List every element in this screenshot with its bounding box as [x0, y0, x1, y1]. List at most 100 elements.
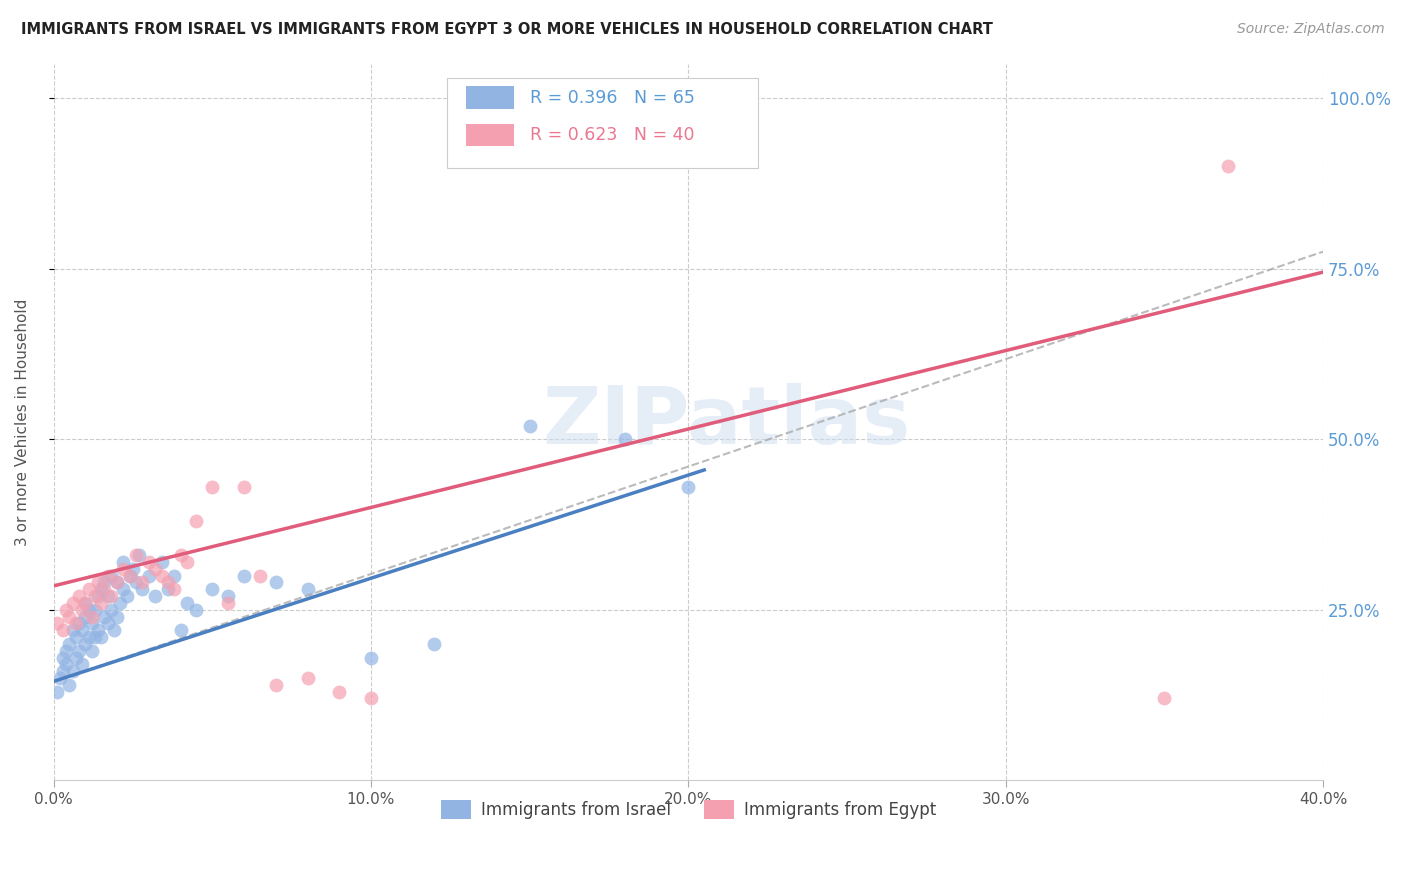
Point [125, 575, 148, 590]
Point [58, 678, 80, 692]
Point [100, 589, 122, 603]
Point [80, 609, 103, 624]
Point [186, 603, 208, 617]
Point [112, 562, 135, 576]
Text: ZIPatlas: ZIPatlas [543, 384, 911, 461]
Point [87, 575, 110, 590]
Point [77, 582, 100, 597]
Point [360, 650, 382, 665]
Point [83, 589, 105, 603]
Point [100, 568, 122, 582]
Point [423, 637, 446, 651]
Point [201, 582, 224, 597]
FancyBboxPatch shape [447, 78, 758, 168]
Text: IMMIGRANTS FROM ISRAEL VS IMMIGRANTS FROM EGYPT 3 OR MORE VEHICLES IN HOUSEHOLD : IMMIGRANTS FROM ISRAEL VS IMMIGRANTS FRO… [21, 22, 993, 37]
Point [519, 418, 541, 433]
Point [49, 671, 72, 685]
Point [70, 624, 93, 638]
Point [297, 582, 319, 597]
Bar [467, 123, 515, 146]
Point [110, 596, 132, 610]
Point [163, 568, 186, 582]
Point [83, 603, 105, 617]
Point [176, 596, 198, 610]
Point [67, 589, 90, 603]
Point [52, 650, 75, 665]
Point [360, 691, 382, 706]
Point [143, 562, 166, 576]
Point [105, 575, 128, 590]
Point [131, 582, 153, 597]
Point [176, 555, 198, 569]
Y-axis label: 3 or more Vehicles in Household: 3 or more Vehicles in Household [15, 299, 30, 546]
Point [150, 568, 173, 582]
Point [233, 568, 256, 582]
Point [90, 630, 112, 644]
Point [201, 480, 224, 494]
Point [55, 643, 77, 657]
Point [150, 555, 173, 569]
Point [52, 664, 75, 678]
Point [97, 589, 120, 603]
Point [75, 609, 97, 624]
Point [58, 637, 80, 651]
Point [100, 603, 122, 617]
Point [70, 603, 93, 617]
Point [45, 684, 67, 698]
Text: R = 0.623   N = 40: R = 0.623 N = 40 [530, 126, 695, 144]
Text: Source: ZipAtlas.com: Source: ZipAtlas.com [1237, 22, 1385, 37]
Point [297, 671, 319, 685]
Point [233, 480, 256, 494]
Bar [467, 87, 515, 109]
Point [80, 643, 103, 657]
Point [62, 596, 84, 610]
Point [105, 609, 128, 624]
Point [613, 432, 636, 446]
Point [115, 589, 138, 603]
Legend: Immigrants from Israel, Immigrants from Egypt: Immigrants from Israel, Immigrants from … [434, 793, 943, 826]
Point [77, 603, 100, 617]
Point [112, 555, 135, 569]
Text: R = 0.396   N = 65: R = 0.396 N = 65 [530, 88, 695, 107]
Point [186, 514, 208, 528]
Point [90, 582, 112, 597]
Point [103, 624, 125, 638]
Point [163, 582, 186, 597]
Point [55, 603, 77, 617]
Point [122, 562, 145, 576]
Point [75, 596, 97, 610]
Point [93, 582, 115, 597]
Point [1153, 691, 1175, 706]
Point [93, 609, 115, 624]
Point [67, 643, 90, 657]
Point [97, 568, 120, 582]
Point [138, 568, 160, 582]
Point [93, 575, 115, 590]
Point [62, 624, 84, 638]
Point [156, 582, 179, 597]
Point [87, 589, 110, 603]
Point [75, 596, 97, 610]
Point [97, 616, 120, 631]
Point [169, 624, 191, 638]
Point [67, 616, 90, 631]
Point [62, 664, 84, 678]
Point [83, 630, 105, 644]
Point [90, 596, 112, 610]
Point [45, 616, 67, 631]
Point [118, 568, 141, 582]
Point [143, 589, 166, 603]
Point [77, 630, 100, 644]
Point [264, 575, 287, 590]
Point [58, 609, 80, 624]
Point [125, 548, 148, 562]
Point [105, 575, 128, 590]
Point [52, 624, 75, 638]
Point [131, 575, 153, 590]
Point [138, 555, 160, 569]
Point [169, 548, 191, 562]
Point [217, 589, 239, 603]
Point [87, 624, 110, 638]
Point [75, 637, 97, 651]
Point [1216, 160, 1239, 174]
